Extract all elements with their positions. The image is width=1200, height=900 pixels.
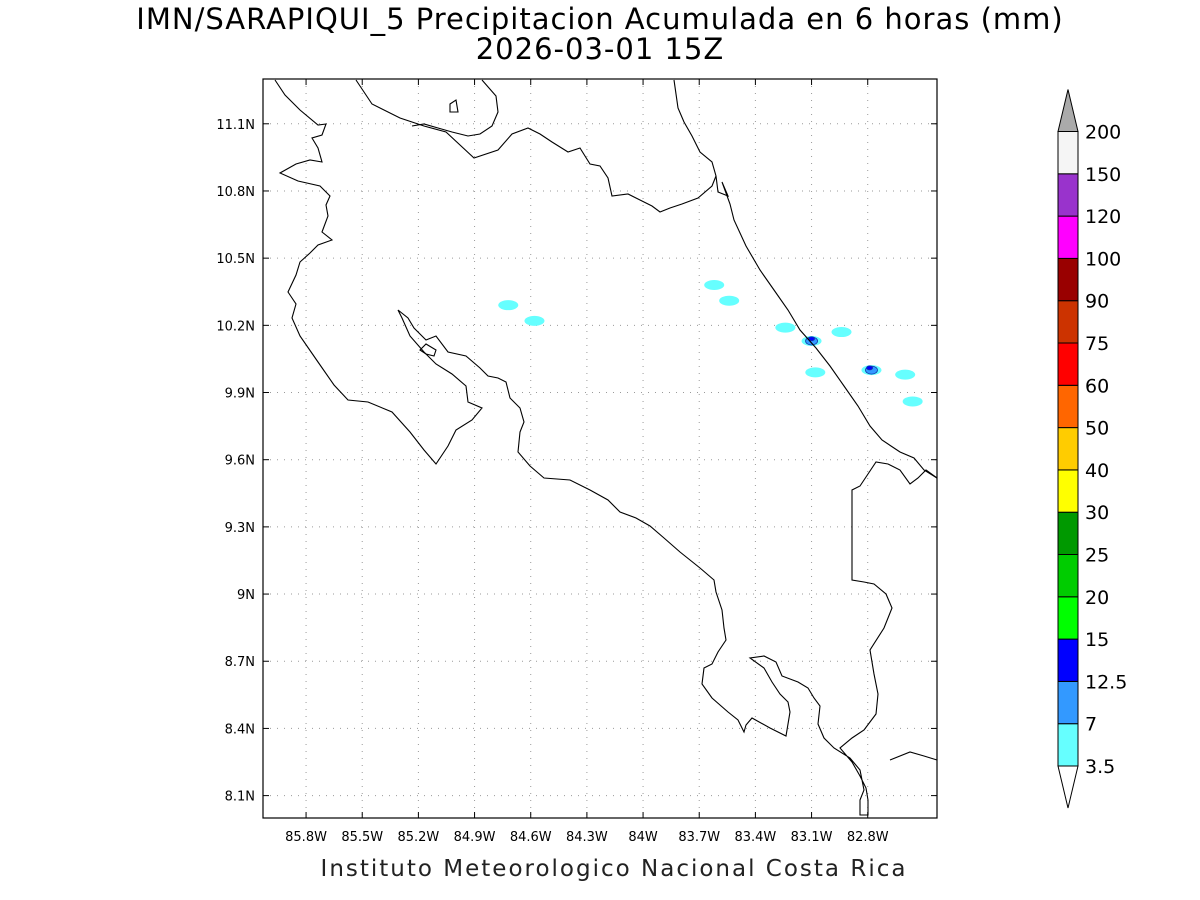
colorbar-segment (1057, 384, 1079, 429)
lat-tick-label: 8.1N (225, 790, 255, 805)
colorbar-label: 75 (1085, 333, 1109, 355)
lon-tick-label: 85.5W (341, 830, 383, 845)
colorbar-segment (1057, 469, 1079, 513)
colorbar-label: 15 (1085, 629, 1109, 651)
colorbar-label: 25 (1085, 545, 1109, 567)
lon-tick-label: 84.3W (566, 830, 608, 845)
lon-tick-label: 83.7W (678, 830, 720, 845)
colorbar-label: 30 (1085, 502, 1109, 524)
colorbar-segment (1057, 511, 1079, 556)
colorbar-segment (1057, 131, 1079, 175)
precip-area (866, 365, 873, 371)
lon-tick-label: 84W (628, 830, 658, 845)
colorbar-segment (1057, 680, 1079, 725)
colorbar-label: 50 (1085, 418, 1109, 440)
precip-area (775, 322, 796, 333)
colorbar-segment (1057, 300, 1079, 344)
colorbar-segment (1057, 257, 1079, 302)
lon-tick-label: 84.6W (510, 830, 552, 845)
lat-tick-label: 10.2N (216, 319, 255, 334)
lat-tick-label: 10.8N (216, 185, 255, 200)
colorbar-label: 200 (1085, 122, 1121, 144)
colorbar-over-arrow (1057, 89, 1079, 132)
colorbar-label: 20 (1085, 587, 1109, 609)
precip-area (808, 336, 815, 342)
northern-border (355, 79, 717, 213)
coastline (274, 79, 938, 816)
lat-tick-label: 10.5N (216, 252, 255, 267)
lon-tick-label: 83.4W (734, 830, 776, 845)
nicoya-gulf-coast (411, 79, 499, 137)
precipitation-colorbar: 3.5 7 12.5 15 20 25 30 40 50 60 75 90 100 120 150 200 (1057, 89, 1127, 809)
colorbar-segment (1057, 638, 1079, 682)
lon-tick-label: 85.2W (397, 830, 439, 845)
lat-tick-label: 9.6N (225, 454, 255, 469)
colorbar-segment (1057, 723, 1079, 767)
lat-tick-label: 9N (237, 588, 255, 603)
map-title: IMN/SARAPIQUI_5 Precipitacion Acumulada … (136, 2, 1064, 36)
colorbar-label: 120 (1085, 206, 1121, 228)
lat-tick-label: 11.1N (216, 118, 255, 133)
colorbar-label: 12.5 (1085, 671, 1127, 693)
colorbar-segment (1057, 596, 1079, 640)
lon-tick-label: 85.8W (285, 830, 327, 845)
colorbar-label: 100 (1085, 248, 1121, 270)
colorbar-label: 40 (1085, 460, 1109, 482)
colorbar-segment (1057, 342, 1079, 386)
pacific-coastline (274, 79, 938, 816)
small-island-north (449, 99, 459, 113)
latitude-ticks: 11.1N 10.8N 10.5N 10.2N 9.9N 9.6N 9.3N 9N 8.7N 8.… (216, 118, 937, 805)
precip-area (902, 396, 923, 407)
lat-tick-label: 9.9N (225, 387, 255, 402)
colorbar-label: 3.5 (1085, 756, 1115, 778)
precip-area (719, 295, 740, 306)
chira-island (419, 343, 437, 357)
colorbar-segment (1057, 554, 1079, 598)
precip-area (524, 315, 545, 326)
precipitation-field (498, 280, 923, 407)
lat-tick-label: 9.3N (225, 521, 255, 536)
lat-tick-label: 8.4N (225, 722, 255, 737)
longitude-ticks: 85.8W 85.5W 85.2W 84.9W 84.6W 84.3W 84W 83.7W 83… (285, 79, 889, 845)
lat-tick-label: 8.7N (225, 655, 255, 670)
precip-area (831, 327, 852, 338)
colorbar-segment (1057, 427, 1079, 471)
map-valid-time: 2026-03-01 15Z (475, 32, 725, 66)
colorbar-segment (1057, 173, 1079, 217)
precip-area (805, 367, 826, 378)
lon-tick-label: 84.9W (454, 830, 496, 845)
credit-text: Instituto Meteorologico Nacional Costa R… (320, 856, 908, 882)
colorbar-under-arrow (1057, 765, 1079, 809)
nicaragua-lake-edge (889, 751, 938, 761)
map-frame (262, 78, 938, 819)
precip-area (895, 369, 916, 380)
precip-area (498, 300, 519, 311)
graticule (263, 79, 937, 818)
colorbar-label: 90 (1085, 291, 1109, 313)
precip-area (704, 280, 725, 291)
caribbean-coastline (673, 79, 938, 479)
colorbar-label: 60 (1085, 375, 1109, 397)
colorbar-segment (1057, 215, 1079, 259)
lon-tick-label: 83.1W (791, 830, 833, 845)
colorbar-label: 7 (1085, 714, 1097, 736)
colorbar-label: 150 (1085, 164, 1121, 186)
lon-tick-label: 82.8W (847, 830, 889, 845)
